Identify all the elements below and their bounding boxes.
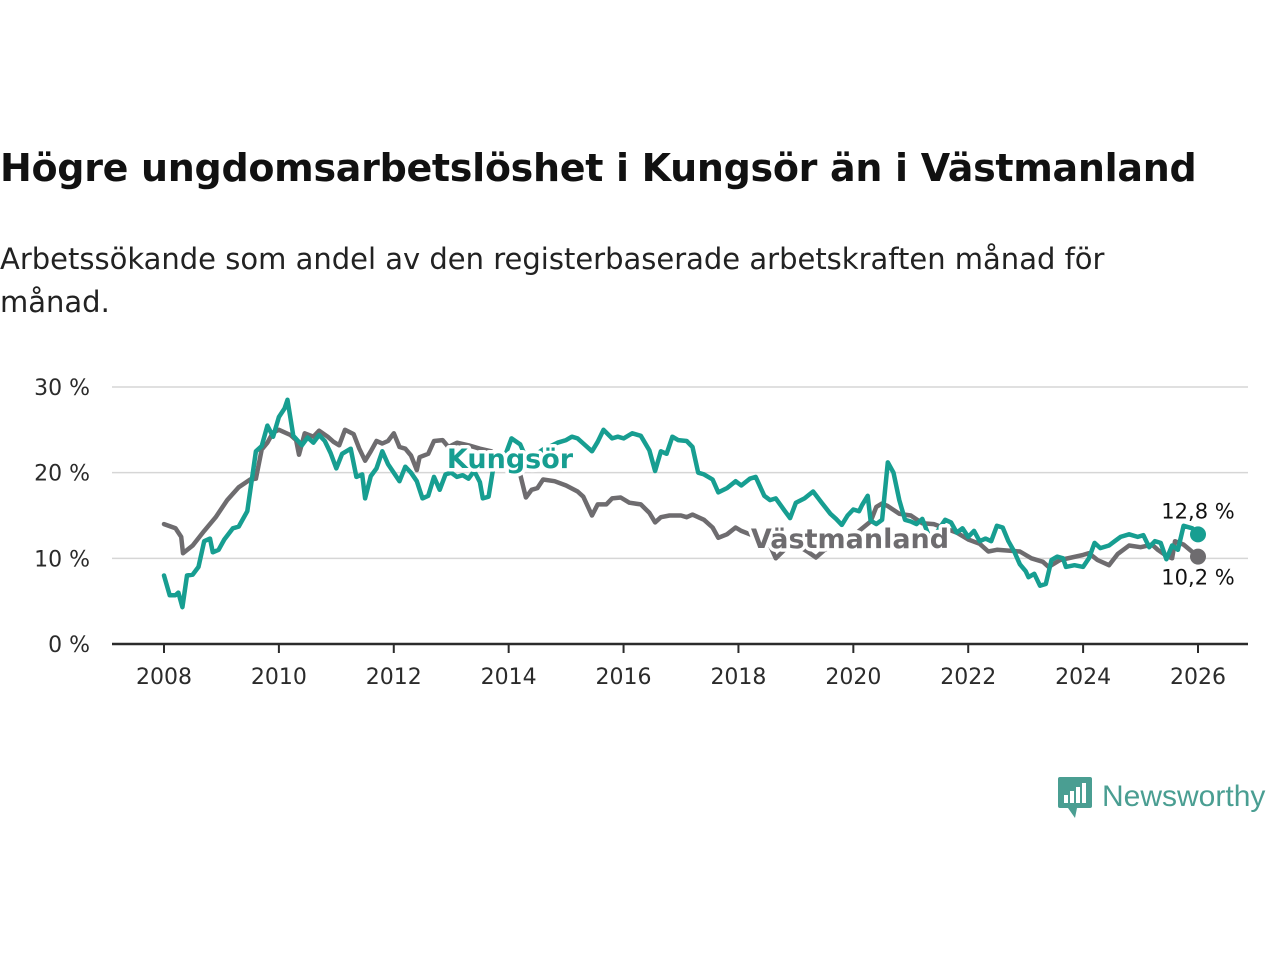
x-tick-label: 2014 (481, 665, 537, 690)
newsworthy-logo-icon (1058, 777, 1092, 818)
chart-title: Högre ungdomsarbetslöshet i Kungsör än i… (0, 146, 1197, 190)
x-tick-label: 2016 (596, 665, 652, 690)
chart-subtitle: Arbetssökande som andel av den registerb… (0, 242, 1105, 319)
series-line-kungs-r (161, 397, 1201, 610)
x-tick-label: 2024 (1055, 665, 1111, 690)
x-axis: 2008 2010 2012 2014 2016 2018 2020 2022 2024 2026 (112, 642, 1248, 690)
series-label-kungsor: Kungsör (447, 444, 574, 475)
series-line-v-stmanland (161, 427, 1201, 570)
x-tick-label: 2022 (940, 665, 996, 690)
series-label-vastmanland: Västmanland (751, 524, 949, 555)
newsworthy-logo: Newsworthy (1058, 774, 1265, 820)
series-labels: Kungsör Västmanland 12,8 % 10,2 % (443, 441, 1237, 593)
y-tick-label: 0 % (48, 633, 90, 658)
line-chart: 0 % 10 % 20 % 30 % 2008 2010 2012 2014 2016 2018… (34, 376, 1248, 690)
x-tick-label: 2008 (136, 665, 192, 690)
x-tick-label: 2018 (710, 665, 766, 690)
end-dot-kungs-r (1190, 526, 1206, 543)
brand-name: Newsworthy (1102, 780, 1266, 813)
y-tick-label: 30 % (34, 376, 90, 401)
x-tick-label: 2012 (366, 665, 422, 690)
end-label-vastmanland: 10,2 % (1161, 566, 1234, 590)
x-tick-label: 2026 (1170, 665, 1226, 690)
series-lines (161, 397, 1206, 610)
end-dot-v-stmanland (1190, 548, 1206, 565)
y-tick-label: 10 % (34, 547, 90, 572)
x-tick-label: 2010 (251, 665, 307, 690)
y-axis-ticks: 0 % 10 % 20 % 30 % (34, 376, 90, 658)
y-tick-label: 20 % (34, 462, 90, 487)
x-tick-label: 2020 (825, 665, 881, 690)
end-label-kungsor: 12,8 % (1161, 499, 1234, 523)
